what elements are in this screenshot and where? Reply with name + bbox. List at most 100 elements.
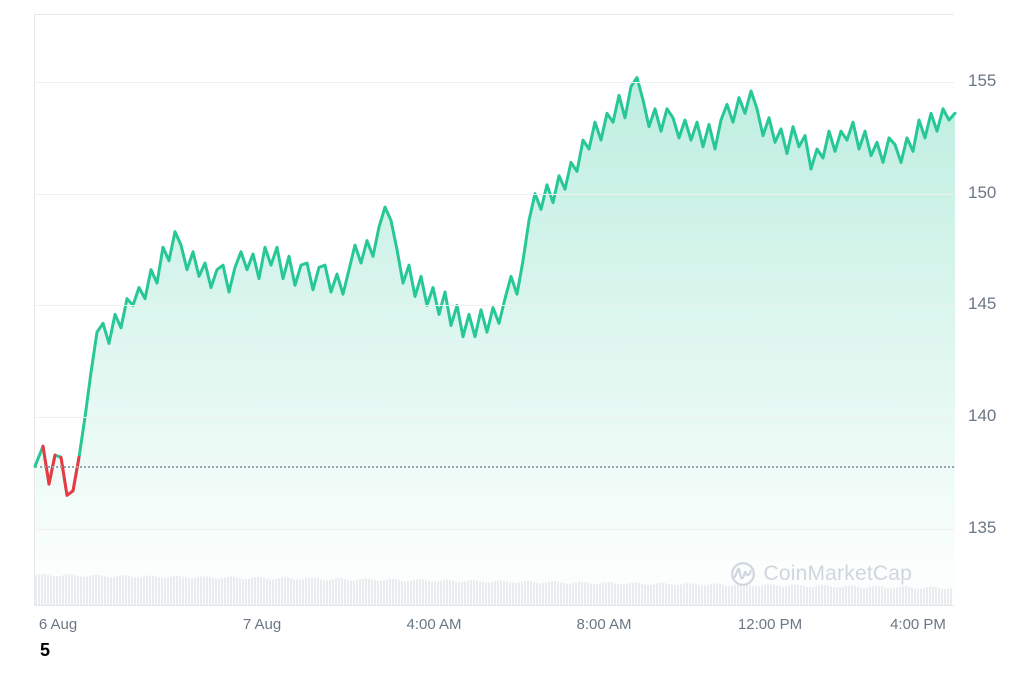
volume-bar xyxy=(134,577,136,605)
volume-bar xyxy=(320,580,322,605)
volume-bar xyxy=(869,587,871,605)
volume-bar xyxy=(611,582,613,605)
volume-bar xyxy=(809,587,811,605)
volume-bar xyxy=(473,580,475,605)
volume-bar xyxy=(605,582,607,605)
volume-bar xyxy=(380,581,382,605)
volume-bar xyxy=(899,587,901,605)
volume-bar xyxy=(659,583,661,605)
volume-bar xyxy=(665,583,667,605)
volume-bar xyxy=(719,584,721,605)
volume-bar xyxy=(635,582,637,605)
volume-bar xyxy=(479,581,481,605)
volume-bar xyxy=(674,585,676,605)
volume-bar xyxy=(176,576,178,605)
volume-bar xyxy=(488,582,490,605)
volume-bar xyxy=(713,584,715,605)
volume-bar xyxy=(248,579,250,605)
volume-bar xyxy=(698,585,700,605)
gridline xyxy=(35,82,954,83)
plot-area[interactable]: CoinMarketCap xyxy=(34,14,954,606)
volume-bar xyxy=(530,581,532,605)
volume-bar xyxy=(455,582,457,605)
volume-bar xyxy=(893,588,895,605)
volume-bar xyxy=(626,584,628,605)
volume-bar xyxy=(281,578,283,605)
volume-bar xyxy=(716,583,718,605)
volume-bar xyxy=(80,577,82,605)
volume-bar xyxy=(731,586,733,605)
volume-bar xyxy=(617,584,619,605)
volume-bar xyxy=(941,589,943,605)
volume-bar xyxy=(344,579,346,605)
price-chart: CoinMarketCap 5 1351401451501556 Aug7 Au… xyxy=(0,0,1024,683)
volume-bar xyxy=(425,580,427,605)
volume-bar xyxy=(395,579,397,605)
reference-line xyxy=(35,466,954,468)
volume-bar xyxy=(56,576,58,605)
volume-bar xyxy=(272,579,274,605)
volume-bar xyxy=(800,585,802,605)
volume-bar xyxy=(221,578,223,605)
x-axis-tick: 12:00 PM xyxy=(738,616,802,633)
gridline xyxy=(35,417,954,418)
volume-bar xyxy=(383,580,385,605)
x-axis-tick: 6 Aug xyxy=(39,616,77,633)
volume-bar xyxy=(917,589,919,605)
volume-bar xyxy=(47,575,49,605)
volume-bar xyxy=(74,575,76,605)
volume-bar xyxy=(554,581,556,605)
volume-bar xyxy=(404,581,406,605)
volume-bar xyxy=(368,579,370,605)
volume-bar xyxy=(671,585,673,605)
volume-bar xyxy=(500,580,502,605)
volume-bar xyxy=(542,583,544,605)
volume-bar xyxy=(761,586,763,605)
volume-bar xyxy=(764,585,766,605)
volume-bar xyxy=(452,581,454,605)
volume-bar xyxy=(950,588,952,605)
volume-bar xyxy=(818,586,820,605)
volume-bar xyxy=(839,587,841,605)
volume-bar xyxy=(392,579,394,605)
volume-bar xyxy=(434,582,436,605)
volume-bar xyxy=(416,579,418,605)
y-axis-tick: 135 xyxy=(968,518,996,538)
volume-bar xyxy=(884,587,886,605)
volume-bar xyxy=(38,574,40,605)
volume-bar xyxy=(464,582,466,605)
volume-bar xyxy=(692,584,694,605)
volume-bar xyxy=(146,576,148,605)
watermark-text: CoinMarketCap xyxy=(764,562,913,586)
volume-bar xyxy=(275,579,277,605)
volume-bar xyxy=(641,584,643,605)
volume-bar xyxy=(515,583,517,605)
volume-bar xyxy=(647,585,649,605)
volume-bar xyxy=(233,577,235,605)
volume-bar xyxy=(197,577,199,605)
volume-bar xyxy=(257,577,259,605)
volume-bar xyxy=(143,576,145,605)
volume-bar xyxy=(686,583,688,605)
volume-bar xyxy=(230,577,232,605)
volume-bar xyxy=(890,588,892,605)
volume-bar xyxy=(251,578,253,605)
volume-bar xyxy=(827,586,829,605)
volume-bar xyxy=(164,578,166,605)
volume-bar xyxy=(737,584,739,605)
volume-bar xyxy=(86,576,88,605)
volume-bar xyxy=(776,586,778,605)
volume-bar xyxy=(821,585,823,605)
volume-bar xyxy=(662,583,664,605)
volume-bar xyxy=(419,579,421,605)
volume-bar xyxy=(788,586,790,605)
volume-bar xyxy=(149,575,151,605)
volume-bar xyxy=(518,582,520,605)
volume-bar xyxy=(407,581,409,605)
volume-bar xyxy=(314,578,316,605)
volume-bar xyxy=(638,583,640,605)
volume-bar xyxy=(467,581,469,605)
volume-bar xyxy=(89,576,91,605)
y-axis-tick: 150 xyxy=(968,183,996,203)
volume-bar xyxy=(863,588,865,605)
